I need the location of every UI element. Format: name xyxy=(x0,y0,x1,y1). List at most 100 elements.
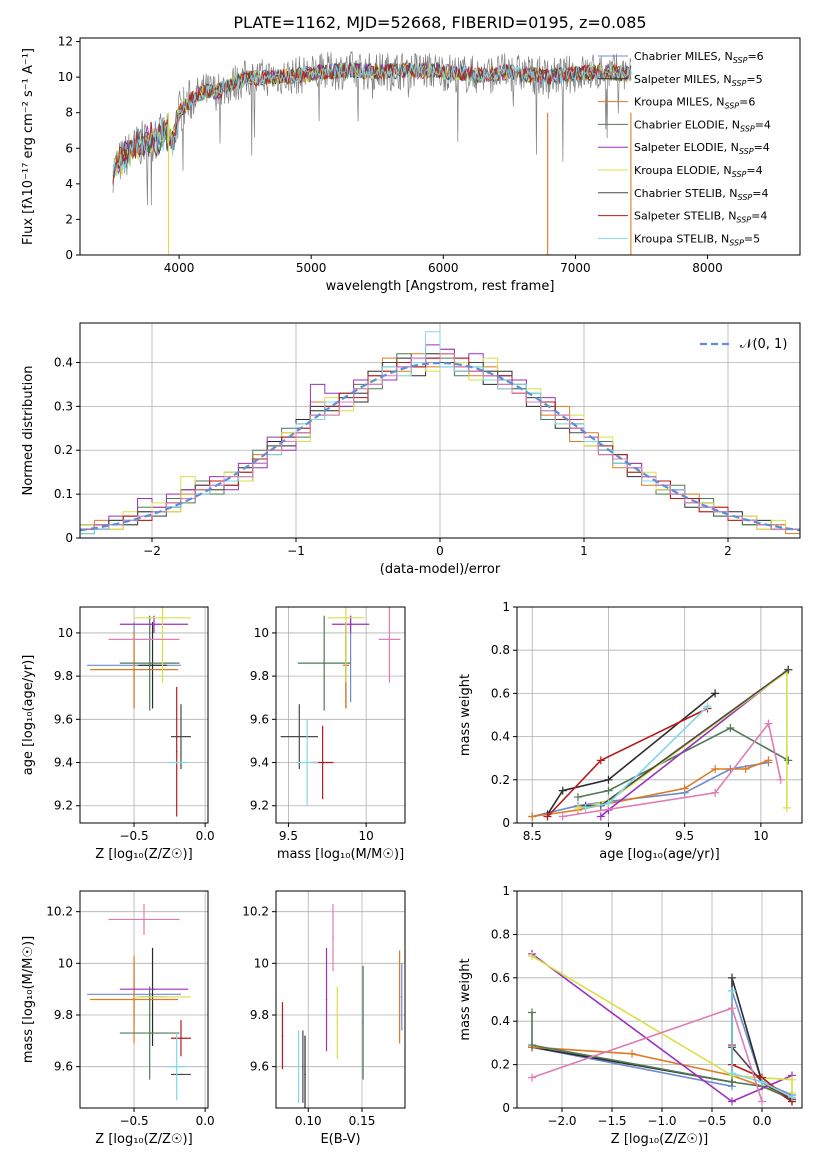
errorbar-point xyxy=(336,1021,339,1024)
plus-marker xyxy=(728,986,736,995)
y-tick-label: 9.8 xyxy=(250,669,269,683)
age-massweight-plot-area xyxy=(528,665,793,821)
plus-marker xyxy=(758,1077,766,1086)
mass-weight-line xyxy=(562,721,782,818)
residual-histogram-panel: −2 −1 0 1 2 0 0.1 0.2 0.3 0.4 (data-model)/error No… xyxy=(21,322,801,577)
x-tick-label: 10 xyxy=(359,829,374,843)
plus-marker xyxy=(728,1004,736,1013)
Z-mass-plot-area xyxy=(87,903,191,1101)
mass-weight-line xyxy=(731,990,793,1098)
age-massweight-panel: 8.5 9 9.5 10 0 0.2 0.4 0.6 0.8 1 age [log₁₀(age/yr… xyxy=(458,600,803,862)
x-tick-label: 9 xyxy=(605,829,613,843)
y-tick-label: 10 xyxy=(254,626,269,640)
axes-frame xyxy=(516,890,803,1109)
errorbar-point xyxy=(321,761,324,764)
plus-marker xyxy=(788,1093,796,1102)
x-tick-label: −1.0 xyxy=(647,1114,676,1128)
x-tick-label: −0.5 xyxy=(119,1114,148,1128)
errorbar-point xyxy=(180,735,182,738)
x-tick-label: 0 xyxy=(436,544,444,558)
y-tick-label: 2 xyxy=(65,212,73,226)
y-axis-label: mass weight xyxy=(458,958,473,1040)
y-tick-label: 1 xyxy=(502,884,510,898)
spectrum-legend: Chabrier MILES, NSSP=6 Salpeter MILES, NS… xyxy=(598,50,771,247)
legend-entry: 𝒩(0, 1) xyxy=(740,337,787,352)
errorbar-point xyxy=(148,1032,151,1034)
errorbar-point xyxy=(175,1065,178,1068)
errorbar-point xyxy=(148,662,151,664)
y-tick-label: 9.8 xyxy=(250,1008,269,1022)
y-tick-label: 0.8 xyxy=(491,927,510,941)
x-tick-label: 0.0 xyxy=(196,1114,215,1128)
y-tick-label: 10 xyxy=(58,626,73,640)
y-tick-label: 0 xyxy=(502,1101,510,1115)
x-tick-label: 0.10 xyxy=(295,1114,322,1128)
y-tick-label: 0 xyxy=(65,531,73,545)
errorbar-point xyxy=(306,761,308,764)
y-tick-label: 0 xyxy=(65,248,73,262)
x-tick-label: −1.5 xyxy=(597,1114,626,1128)
mass-weight-line xyxy=(585,705,709,809)
plus-marker xyxy=(573,793,582,802)
plus-marker xyxy=(543,812,552,821)
x-tick-label: 2 xyxy=(724,544,732,558)
model-spectrum-line xyxy=(112,62,632,177)
x-tick-label: −2.0 xyxy=(547,1114,576,1128)
Z-massweight-panel: −2.0 −1.5 −1.0 −0.5 0.0 0 0.2 0.4 0.6 0.8 1 Z [log₁… xyxy=(458,884,803,1147)
plus-marker xyxy=(558,786,567,795)
mass-weight-line xyxy=(577,670,788,809)
errorbar-point xyxy=(175,750,178,753)
y-tick-label: 0.2 xyxy=(491,1058,510,1072)
plus-marker xyxy=(764,719,773,728)
x-tick-label: −0.5 xyxy=(119,829,148,843)
x-tick-label: 5000 xyxy=(296,261,327,275)
y-tick-label: 1 xyxy=(502,600,510,614)
errorbar-point xyxy=(133,668,135,671)
plus-marker xyxy=(764,756,773,765)
x-tick-label: 9.5 xyxy=(675,829,694,843)
figure-title: PLATE=1162, MJD=52668, FIBERID=0195, z=0… xyxy=(233,13,646,32)
errorbar-point xyxy=(362,1021,364,1024)
plus-marker xyxy=(711,689,720,698)
plus-marker xyxy=(528,1041,536,1050)
x-tick-label: 6000 xyxy=(428,261,459,275)
histogram-plot-area xyxy=(80,331,800,535)
plus-marker xyxy=(703,702,712,711)
x-tick-label: 9.5 xyxy=(279,829,298,843)
x-tick-label: 1 xyxy=(580,544,588,558)
plus-marker xyxy=(558,812,567,821)
y-tick-label: 10 xyxy=(254,956,269,970)
plus-marker xyxy=(604,775,613,784)
y-tick-label: 0.2 xyxy=(54,443,73,457)
x-tick-label: −0.5 xyxy=(697,1114,726,1128)
x-tick-label: −2 xyxy=(143,544,161,558)
errorbar-point xyxy=(151,664,154,667)
y-axis-label: age [log₁₀(age/yr)] xyxy=(21,655,36,776)
plus-marker xyxy=(728,973,736,982)
x-axis-label: Z [log₁₀(Z/Z☉)] xyxy=(95,847,192,862)
legend-entry: Salpeter MILES, NSSP=5 xyxy=(634,73,763,88)
errorbar-point xyxy=(398,996,401,998)
y-tick-label: 10.2 xyxy=(46,905,73,919)
plus-marker xyxy=(680,784,689,793)
y-tick-label: 0.4 xyxy=(491,1014,510,1028)
y-tick-label: 0.2 xyxy=(491,773,510,787)
EBV-mass-plot-area xyxy=(281,903,403,1108)
mass-weight-line xyxy=(531,1007,763,1102)
x-axis-label: mass [log₁₀(M/M☉)] xyxy=(277,847,404,862)
legend-entry: Kroupa STELIB, NSSP=5 xyxy=(634,232,760,247)
plus-marker xyxy=(581,803,590,812)
x-tick-label: 8000 xyxy=(692,261,723,275)
plus-marker xyxy=(596,812,605,821)
axes-frame xyxy=(79,606,209,824)
errorbar-point xyxy=(180,1037,182,1040)
x-tick-label: 7000 xyxy=(560,261,591,275)
mass-age-panel: 9.5 10 9.2 9.4 9.6 9.8 10 mass [log₁₀(M/M☉)] xyxy=(250,606,406,862)
legend-entry: Chabrier MILES, NSSP=6 xyxy=(634,50,764,65)
y-tick-label: 9.6 xyxy=(250,1060,269,1074)
plus-marker xyxy=(726,723,735,732)
y-tick-label: 10.2 xyxy=(242,905,269,919)
errorbar-point xyxy=(298,735,301,738)
mass-weight-line xyxy=(577,727,789,798)
